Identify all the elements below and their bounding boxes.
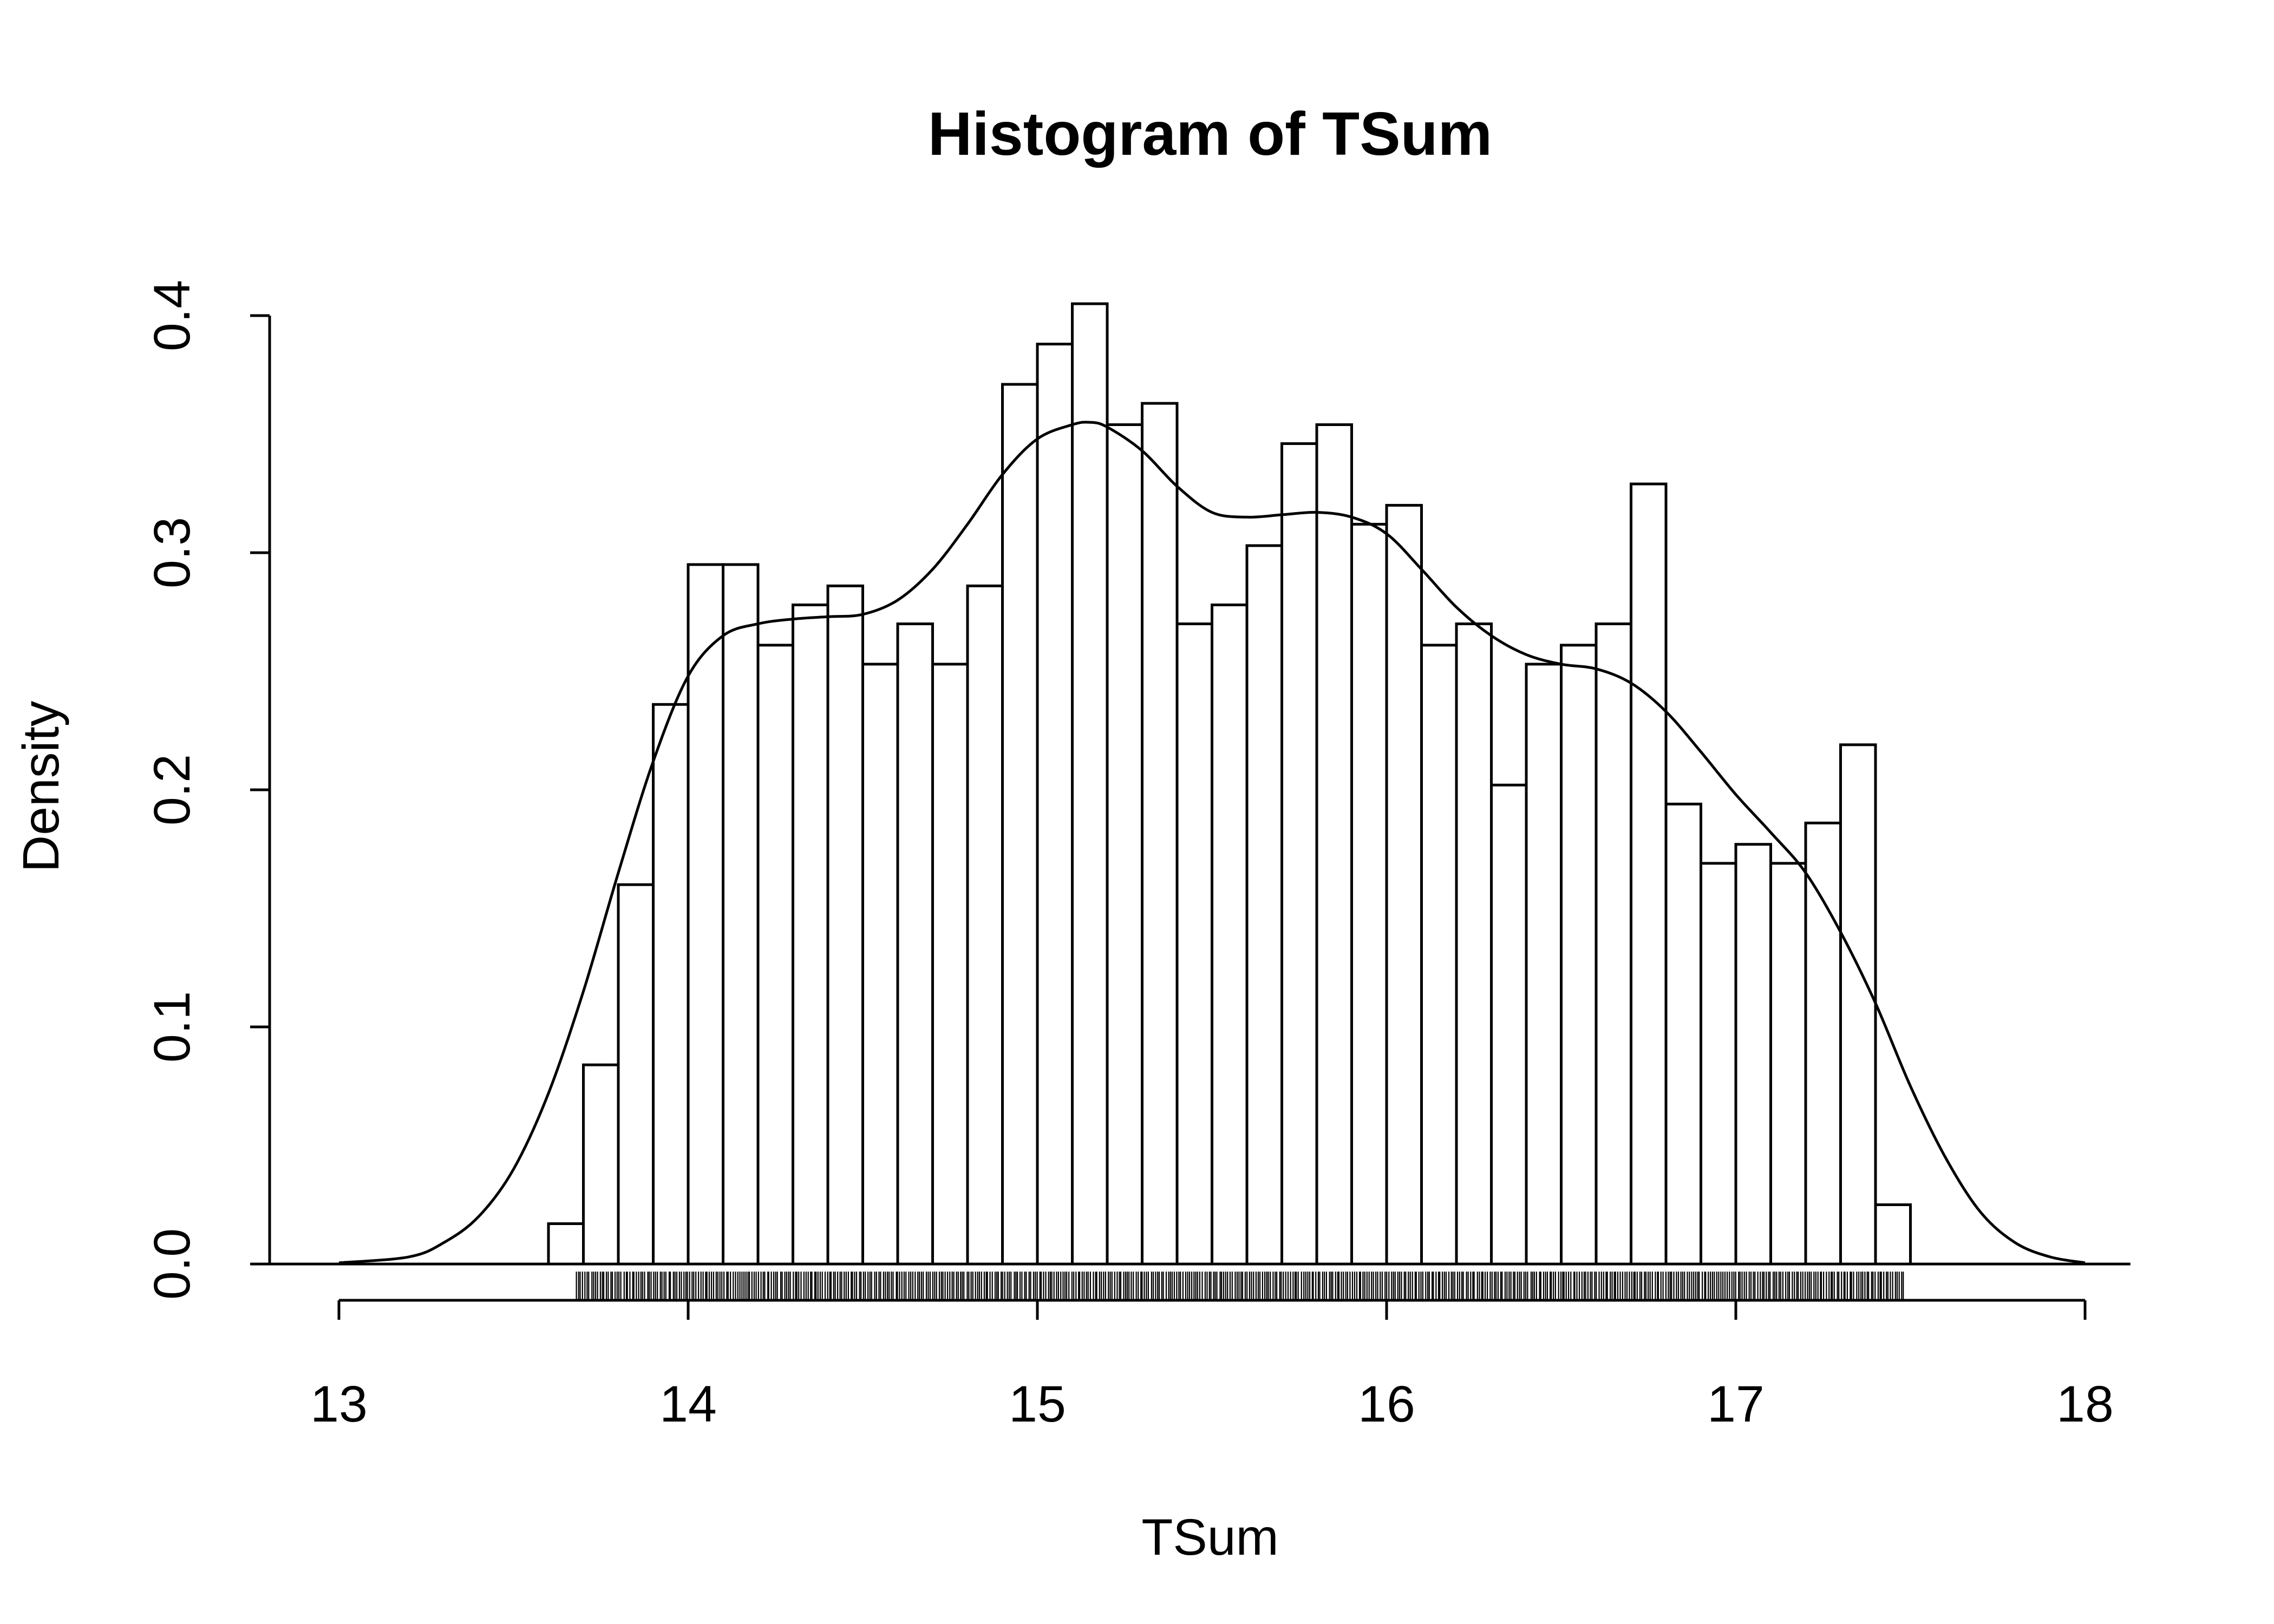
chart-title: Histogram of TSum — [928, 100, 1492, 168]
y-tick-label: 0.2 — [143, 754, 201, 826]
histogram-bar — [1245, 544, 1283, 1266]
y-axis-title: Density — [12, 700, 70, 872]
y-tick-label: 0.3 — [143, 517, 201, 588]
y-tick-label: 0.1 — [143, 991, 201, 1063]
histogram-bar — [1490, 783, 1528, 1266]
histogram-bar — [966, 584, 1004, 1266]
x-tick-label: 14 — [659, 1376, 717, 1433]
histogram-bar — [1769, 862, 1807, 1266]
histogram-bar — [1001, 383, 1039, 1266]
x-tick-label: 13 — [310, 1376, 368, 1433]
histogram-bar — [1211, 603, 1249, 1266]
density-curve — [338, 421, 2086, 1265]
histogram-bar — [1839, 743, 1877, 1266]
histogram-bar — [1560, 644, 1598, 1266]
histogram-bar — [722, 563, 760, 1266]
histogram-bar — [1071, 302, 1109, 1266]
histogram-bar — [1280, 442, 1318, 1266]
histogram-bar — [582, 1063, 620, 1266]
histogram-bar — [1420, 644, 1458, 1266]
histogram-bar — [1700, 862, 1737, 1266]
x-axis: 13 14 15 16 17 18 — [310, 1299, 2114, 1433]
x-tick-label: 18 — [2056, 1376, 2114, 1433]
histogram-bar — [1315, 423, 1353, 1266]
histogram-bar — [756, 644, 794, 1266]
histogram-bar — [1036, 343, 1074, 1266]
histogram-bar — [792, 603, 829, 1266]
x-tick-label: 17 — [1707, 1376, 1765, 1433]
histogram-bar — [1630, 482, 1668, 1266]
histogram-bar — [1455, 622, 1493, 1266]
rug-marks — [576, 1272, 1904, 1299]
histogram-bar — [1874, 1203, 1912, 1266]
histogram-bar — [617, 883, 655, 1266]
y-tick-label: 0.0 — [143, 1228, 201, 1300]
histogram-bar — [1595, 622, 1632, 1266]
x-tick-label: 15 — [1009, 1376, 1066, 1433]
histogram-bar — [826, 584, 864, 1266]
histogram-bar — [896, 622, 934, 1266]
histogram-bars — [547, 302, 1912, 1266]
histogram-bar — [1734, 843, 1772, 1266]
x-axis-title: TSum — [1141, 1509, 1278, 1566]
histogram-bar — [1525, 663, 1563, 1266]
y-axis: 0.0 0.1 0.2 0.3 0.4 — [143, 280, 271, 1300]
histogram-bar — [652, 703, 690, 1266]
y-tick-label: 0.4 — [143, 280, 201, 351]
histogram-bar — [1350, 522, 1388, 1266]
histogram-bar — [1664, 802, 1702, 1266]
histogram-bar — [1804, 821, 1842, 1266]
histogram-bar — [931, 663, 969, 1266]
x-tick-label: 16 — [1358, 1376, 1415, 1433]
histogram-bar — [1385, 503, 1423, 1266]
histogram-bar — [1106, 423, 1143, 1266]
histogram-bar — [861, 663, 899, 1266]
histogram-bar — [1141, 402, 1179, 1266]
histogram-bar — [1175, 622, 1213, 1266]
histogram-bar — [547, 1222, 585, 1266]
